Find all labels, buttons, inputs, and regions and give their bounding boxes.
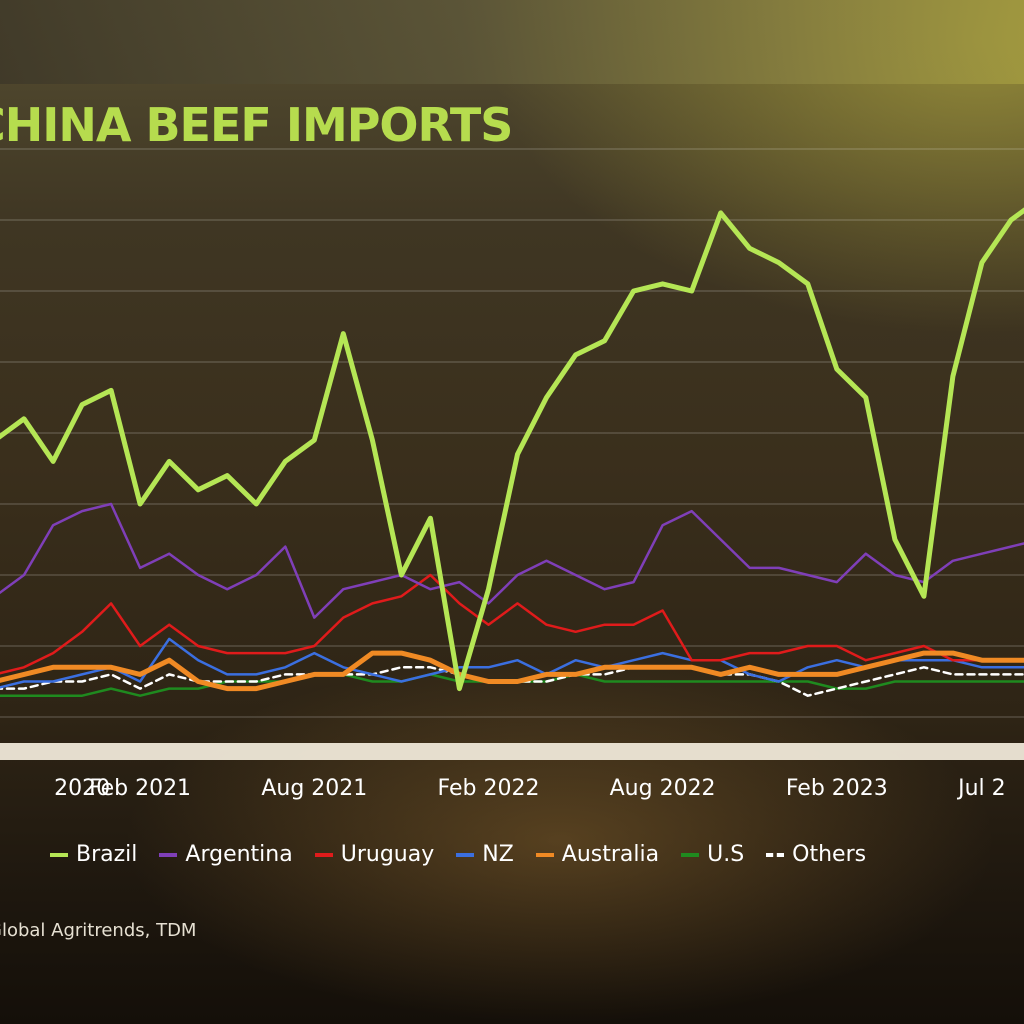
legend-item: Uruguay <box>314 842 435 867</box>
legend-swatch <box>535 852 554 857</box>
x-tick-label: Feb 2022 <box>437 776 540 801</box>
legend-swatch <box>159 852 178 857</box>
legend-label: Others <box>792 842 867 867</box>
legend: Brazil Argentina Uruguay NZ Australia U.S Othe… <box>50 842 866 867</box>
series-line-argentina <box>0 502 1024 619</box>
legend-item: Brazil <box>50 842 137 867</box>
legend-label: Brazil <box>76 842 138 867</box>
legend-swatch <box>681 852 700 857</box>
legend-swatch <box>766 852 785 857</box>
legend-swatch <box>456 852 475 857</box>
x-tick-label: Feb 2023 <box>785 776 888 801</box>
x-tick-label: Aug 2022 <box>609 776 716 801</box>
legend-label: U.S <box>707 842 745 867</box>
series-line-uruguay <box>0 573 1024 675</box>
legend-item: Argentina <box>159 842 293 867</box>
legend-swatch <box>50 852 68 857</box>
legend-label: Argentina <box>185 842 293 867</box>
gridlines <box>0 148 1024 718</box>
source-note: Global Agritrends, TDM <box>0 920 197 941</box>
legend-item: NZ <box>456 842 514 867</box>
x-axis-band <box>0 743 1024 760</box>
legend-label: NZ <box>482 842 514 867</box>
legend-item: Australia <box>535 842 660 867</box>
x-tick-label: Aug 2021 <box>261 776 368 801</box>
series-line-australia <box>0 650 1024 692</box>
series-line-us <box>0 673 1024 697</box>
legend-item: U.S <box>681 842 744 867</box>
x-tick-label: Feb 2021 <box>89 776 192 801</box>
series-line-brazil <box>0 207 1024 692</box>
x-tick-label: 2020 <box>54 776 111 801</box>
series-layer <box>0 207 1024 697</box>
legend-item: Others <box>766 842 866 867</box>
legend-label: Australia <box>561 842 660 867</box>
x-tick-label: Jul 2 <box>958 776 1006 801</box>
legend-label: Uruguay <box>340 842 435 867</box>
chart-title: CHINA BEEF IMPORTS <box>0 98 513 152</box>
top-band <box>0 0 1024 84</box>
legend-swatch <box>314 852 333 857</box>
